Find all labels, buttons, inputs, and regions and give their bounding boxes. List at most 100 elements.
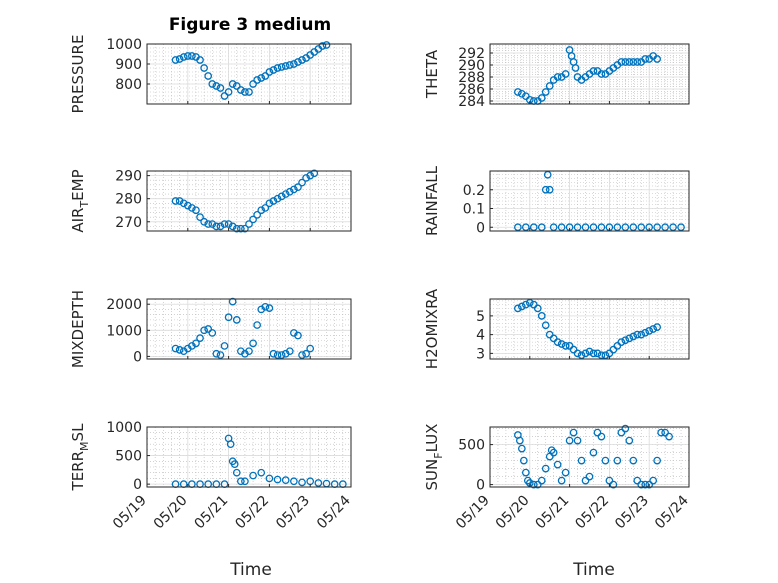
data-point (661, 223, 669, 232)
x-tick-label: 05/20 (151, 493, 191, 533)
data-point (593, 428, 602, 437)
data-point (208, 220, 217, 228)
data-point (285, 347, 294, 356)
axes-box (489, 298, 690, 360)
data-point (541, 321, 550, 330)
data-point (216, 351, 225, 359)
y-axis-label: MIXDEPTH (69, 290, 87, 368)
data-point (261, 302, 270, 311)
data-point (208, 329, 217, 337)
data-point (657, 428, 665, 437)
data-point (226, 440, 235, 448)
data-point (545, 185, 554, 194)
data-point (232, 82, 241, 90)
data-point (617, 338, 626, 346)
data-point (228, 297, 237, 306)
data-point (633, 476, 642, 485)
data-point (533, 304, 542, 313)
data-point (571, 64, 580, 72)
data-point (617, 428, 626, 437)
y-tick-label: 3 (476, 346, 485, 362)
y-tick-label: 0 (133, 349, 142, 365)
data-point (553, 73, 562, 81)
y-tick-label: 500 (458, 438, 485, 454)
axes-box (146, 170, 352, 232)
data-point (253, 76, 262, 84)
data-point (605, 476, 614, 485)
data-point (519, 456, 528, 465)
data-point (629, 332, 638, 341)
data-point (541, 88, 550, 96)
axes-box (489, 170, 690, 232)
data-point (294, 183, 302, 192)
data-point (257, 468, 266, 477)
y-axis-label: SUNFLUX (423, 424, 445, 491)
data-point (200, 217, 208, 226)
y-tick-label: 270 (115, 215, 142, 231)
data-point (677, 223, 685, 232)
subplot-1: 800 900 1000 PRESSURE (69, 35, 352, 113)
data-point (517, 89, 526, 98)
data-point (253, 321, 262, 329)
data-point (573, 436, 582, 445)
data-point (561, 70, 570, 78)
x-tick-label: 05/19 (110, 493, 150, 533)
data-point (573, 223, 582, 232)
data-point (216, 222, 225, 231)
data-point (585, 472, 594, 481)
y-tick-label: 1000 (106, 323, 142, 339)
y-tick-label: 500 (115, 449, 142, 465)
y-tick-label: 288 (458, 70, 485, 86)
x-axis-label-right: Time (572, 560, 615, 580)
data-point (314, 479, 323, 487)
data-point (175, 346, 184, 354)
data-point (633, 330, 642, 339)
y-tick-label: 0.2 (463, 183, 485, 199)
data-point (645, 327, 654, 335)
figure-title: Figure 3 medium (169, 15, 331, 35)
data-point (228, 80, 237, 88)
data-point (649, 476, 658, 485)
data-point (515, 436, 524, 445)
data-point (597, 70, 606, 78)
y-tick-label: 900 (115, 57, 142, 73)
y-tick-label: 5 (476, 309, 485, 325)
y-tick-label: 286 (458, 82, 485, 98)
data-point (543, 170, 552, 179)
axes-box (489, 43, 690, 105)
data-point (220, 342, 229, 350)
y-tick-label: 280 (115, 192, 142, 208)
data-point (257, 74, 266, 82)
data-point (665, 432, 673, 441)
data-point (581, 223, 590, 232)
data-point (653, 323, 662, 331)
data-point (269, 66, 278, 74)
x-axis-label-left: Time (229, 560, 272, 580)
data-point (577, 351, 586, 360)
data-point (629, 456, 638, 465)
data-point (204, 220, 213, 228)
data-point (521, 223, 530, 232)
y-tick-label: 1000 (106, 37, 142, 53)
data-point (589, 223, 598, 232)
data-point (621, 336, 630, 345)
data-point (629, 58, 638, 66)
data-point (613, 456, 622, 465)
data-point (224, 220, 233, 228)
data-point (589, 67, 598, 75)
data-point (641, 328, 650, 337)
data-point (232, 468, 241, 477)
data-point (641, 55, 650, 63)
data-point (637, 480, 646, 489)
data-point (514, 88, 522, 96)
y-axis-label: TERRMSL (69, 423, 91, 492)
data-point (212, 82, 221, 90)
data-point (521, 300, 530, 309)
data-point (245, 347, 253, 356)
subplot-7: 0 500 1000 05/19 05/20 05/21 05/22 05/23 05/24 TE… (69, 420, 354, 532)
data-point (224, 313, 233, 322)
data-point (621, 223, 630, 232)
subplot-4: 0 0.1 0.2 RAINFALL (423, 165, 690, 236)
data-point (265, 474, 274, 483)
data-point (273, 351, 282, 359)
